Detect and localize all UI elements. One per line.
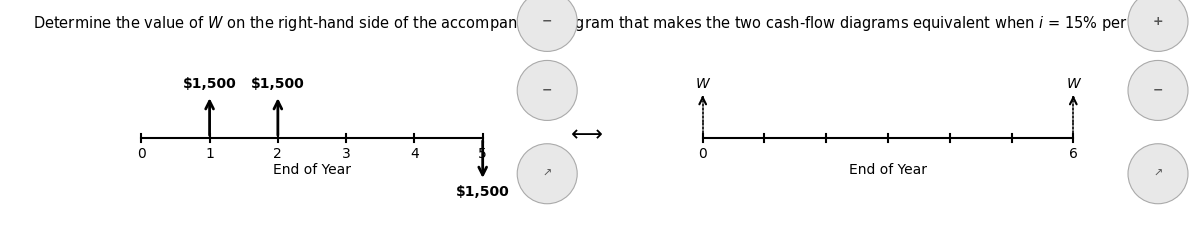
Text: 2: 2 xyxy=(274,147,282,161)
Text: −: − xyxy=(542,15,552,28)
Text: ↗: ↗ xyxy=(542,169,552,179)
Text: End of Year: End of Year xyxy=(850,163,928,177)
Text: −: − xyxy=(542,84,552,97)
Text: 6: 6 xyxy=(1069,147,1078,161)
Text: ↗: ↗ xyxy=(1153,169,1163,179)
Text: 4: 4 xyxy=(410,147,419,161)
Text: $1,500: $1,500 xyxy=(251,77,305,91)
Text: W: W xyxy=(696,77,709,91)
Text: 5: 5 xyxy=(479,147,487,161)
Text: 0: 0 xyxy=(137,147,145,161)
Text: End of Year: End of Year xyxy=(274,163,352,177)
Text: $1,500: $1,500 xyxy=(456,185,510,199)
Text: −: − xyxy=(1153,84,1163,97)
Text: 1: 1 xyxy=(205,147,214,161)
Text: $1,500: $1,500 xyxy=(182,77,236,91)
Text: 0: 0 xyxy=(698,147,707,161)
Text: $\longleftrightarrow$: $\longleftrightarrow$ xyxy=(566,123,602,143)
Text: Determine the value of $W$ on the right-hand side of the accompanying diagram th: Determine the value of $W$ on the right-… xyxy=(32,14,1168,33)
Text: W: W xyxy=(1067,77,1080,91)
Text: 3: 3 xyxy=(342,147,350,161)
Text: +: + xyxy=(1153,15,1163,28)
